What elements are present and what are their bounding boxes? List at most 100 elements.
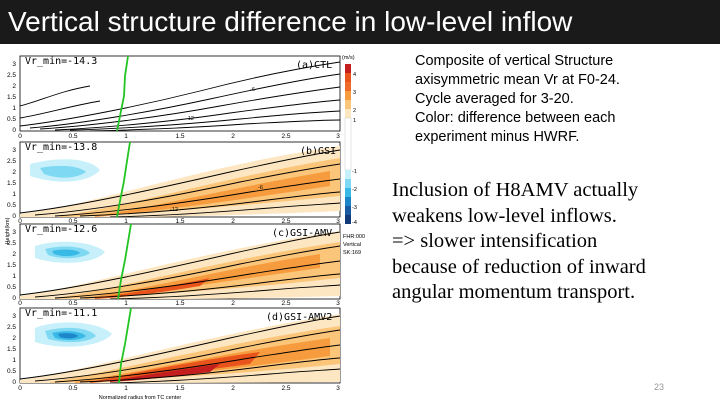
colorbar-unit: (m/s) <box>342 55 355 61</box>
colorbar-swatch <box>344 117 352 171</box>
caption-line: Color: difference between each <box>415 110 616 126</box>
panel-a-contour-label-2: -12 <box>186 116 194 122</box>
panel-b-contour-label-2: -12 <box>170 207 178 213</box>
colorbar-note: FHR:000 <box>343 234 365 240</box>
y-tick: 1.5 <box>7 94 16 101</box>
x-ticks-panel-a: 0 0.5 1 1.5 2 2.5 3 <box>18 133 340 140</box>
x-tick: 2 <box>231 385 235 392</box>
panel-d-contours <box>20 315 340 383</box>
y-tick: 3 <box>12 147 16 154</box>
colorbar-swatch <box>345 206 351 215</box>
y-tick: 0.5 <box>7 202 16 209</box>
x-tick: 1.5 <box>175 385 184 392</box>
y-tick: 1 <box>12 105 16 112</box>
panel-a-vr-min: Vr_min=-14.3 <box>25 56 97 67</box>
y-tick: 3 <box>12 229 16 236</box>
panel-b-contours <box>20 149 340 217</box>
x-tick: 0.5 <box>68 133 77 140</box>
x-ticks-panel-b: 0 0.5 1 1.5 2 2.5 3 <box>18 218 340 225</box>
panel-c-tag: (c)GSI-AMV <box>272 228 332 239</box>
panel-c: Vr_min=-12.6 (c)GSI-AMV <box>19 223 341 300</box>
colorbar-note: SK:169 <box>343 250 361 256</box>
x-tick: 3 <box>336 385 340 392</box>
colorbar-swatch <box>345 73 351 82</box>
x-tick: 0 <box>18 385 22 392</box>
x-tick: 0.5 <box>68 218 77 225</box>
y-tick: 1.5 <box>7 346 16 353</box>
colorbar-swatch <box>345 170 351 179</box>
colorbar-swatch <box>345 197 351 206</box>
y-tick: 1.5 <box>7 262 16 269</box>
composite-figure: Height(km) -6 -12 Vr_min=-14.3 (a)CTL <box>0 46 372 402</box>
x-tick: 1 <box>124 218 128 225</box>
conclusion-line: because of reduction of inward <box>392 255 646 278</box>
x-tick: 1.5 <box>175 133 184 140</box>
colorbar-swatch <box>345 188 351 197</box>
y-ticks-panel-d: 3 2.5 2 1.5 1 0.5 0 <box>7 313 16 386</box>
colorbar-swatch <box>345 109 351 118</box>
x-axis-label: Normalized radius from TC center <box>99 395 182 401</box>
conclusion-line: Inclusion of H8AMV actually <box>392 179 639 201</box>
y-tick: 3 <box>12 313 16 320</box>
panel-b-contour-label-1: -6 <box>258 185 263 191</box>
slide-title: Vertical structure difference in low-lev… <box>0 0 720 44</box>
y-tick: 0 <box>12 127 16 134</box>
panel-c-contours <box>20 231 340 299</box>
caption-line: axisymmetric mean Vr at F0-24. <box>415 72 620 88</box>
panel-c-rmw-line <box>117 223 132 300</box>
panel-a-tag: (a)CTL <box>296 60 332 71</box>
y-tick: 2 <box>12 83 16 90</box>
colorbar-swatch <box>345 100 351 109</box>
x-tick: 3 <box>336 133 340 140</box>
colorbar-note: Vertical <box>343 242 361 248</box>
caption-line: Composite of vertical Structure <box>415 53 614 69</box>
x-tick: 3 <box>336 300 340 307</box>
caption-line: Cycle averaged for 3-20. <box>415 91 574 107</box>
conclusion-line: weakens low-level inflows. <box>392 204 617 227</box>
y-tick: 0.5 <box>7 284 16 291</box>
x-tick: 1.5 <box>175 218 184 225</box>
conclusion-line: angular momentum transport. <box>392 281 636 303</box>
colorbar-tick: 4 <box>353 72 356 78</box>
y-tick: 0 <box>12 213 16 220</box>
colorbar-tick: 3 <box>353 90 356 96</box>
y-tick: 2.5 <box>7 158 16 165</box>
x-tick: 0 <box>18 133 22 140</box>
colorbar-swatch <box>345 64 351 73</box>
panel-a-rmw-line <box>116 55 129 132</box>
y-ticks-panel-c: 3 2.5 2 1.5 1 0.5 0 <box>7 229 16 302</box>
panel-b-vr-min: Vr_min=-13.8 <box>25 142 97 153</box>
panel-a: -6 -12 Vr_min=-14.3 (a)CTL <box>19 55 341 132</box>
x-tick: 0 <box>18 300 22 307</box>
panel-b: -6 -12 Vr_min=-13.8 (b)GSI <box>19 141 341 218</box>
panel-c-vr-min: Vr_min=-12.6 <box>25 224 97 235</box>
figure-svg: Height(km) -6 -12 Vr_min=-14.3 (a)CTL <box>5 55 365 401</box>
x-tick: 2 <box>231 218 235 225</box>
x-ticks-panel-d: 0 0.5 1 1.5 2 2.5 3 <box>18 385 340 392</box>
y-tick: 2.5 <box>7 72 16 79</box>
x-tick: 2.5 <box>281 300 290 307</box>
panel-b-rmw-line <box>116 141 131 218</box>
y-tick: 1 <box>12 357 16 364</box>
y-tick: 3 <box>12 61 16 68</box>
colorbar-swatch <box>345 82 351 91</box>
x-tick: 0.5 <box>68 300 77 307</box>
page-number: 23 <box>654 382 665 392</box>
x-tick: 0 <box>18 218 22 225</box>
conclusion-line: => slower intensification <box>392 230 598 252</box>
x-tick: 2 <box>231 300 235 307</box>
colorbar-tick: -3 <box>352 205 357 211</box>
x-tick: 2.5 <box>281 385 290 392</box>
x-tick: 2 <box>231 133 235 140</box>
colorbar-tick: -1 <box>352 169 357 175</box>
y-axis-label: Height(km) <box>5 217 11 244</box>
panel-d: Vr_min=-11.1 (d)GSI-AMV2 <box>19 307 341 384</box>
x-tick: 2.5 <box>281 133 290 140</box>
y-tick: 1 <box>12 273 16 280</box>
x-tick: 0.5 <box>68 385 77 392</box>
y-tick: 1 <box>12 191 16 198</box>
y-tick: 0 <box>12 295 16 302</box>
caption-line: experiment minus HWRF. <box>415 129 580 145</box>
colorbar-swatch <box>345 179 351 188</box>
y-tick: 2 <box>12 251 16 258</box>
